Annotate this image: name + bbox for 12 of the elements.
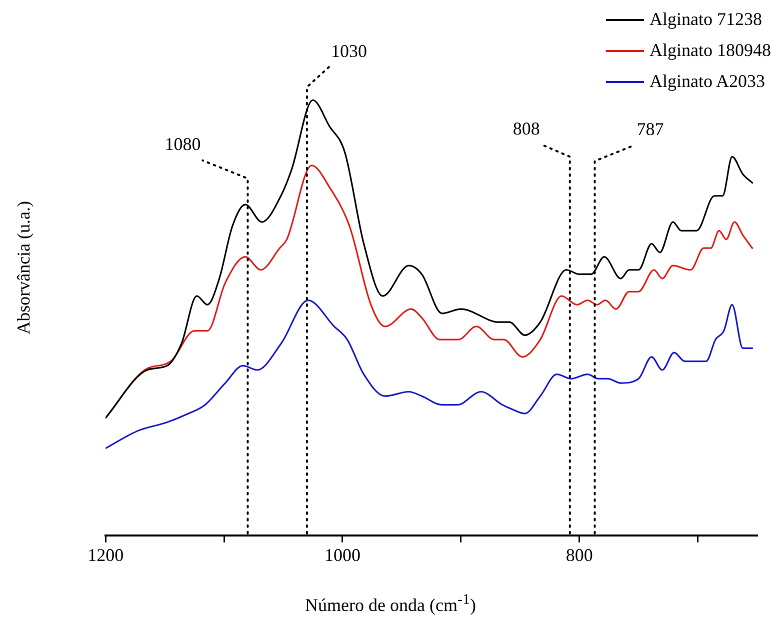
y-axis-title: Absorvância (u.a.) — [14, 200, 34, 334]
legend-label: Alginato 71238 — [650, 9, 762, 30]
ref-line-label: 808 — [512, 118, 540, 138]
ref-line-label: 787 — [636, 118, 664, 139]
x-tick-label: 1000 — [324, 544, 360, 565]
ref-line-label: 1030 — [330, 40, 367, 61]
legend-label: Alginato A2033 — [650, 71, 765, 92]
legend-label: Alginato 180948 — [650, 40, 771, 61]
ref-line-label: 1080 — [164, 134, 201, 154]
x-tick-label: 1200 — [88, 544, 124, 565]
x-tick-label: 800 — [566, 544, 593, 565]
x-axis-title: Número de onda (cm$^{-1}$) — [304, 592, 477, 616]
